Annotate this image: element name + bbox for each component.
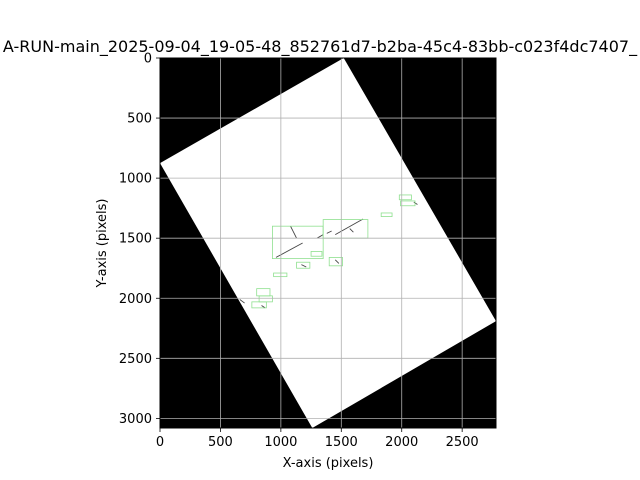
x-axis-ticks: 0 500 1000 1500 2000 2500: [156, 428, 479, 450]
ink-strokes: [239, 201, 418, 309]
x-tick-label: 1000: [264, 435, 297, 450]
x-tick-label: 1500: [325, 435, 358, 450]
plot-area: [159, 57, 497, 429]
plot-frame: [159, 57, 497, 429]
y-tick-label: 500: [127, 112, 152, 127]
ink-stroke: [335, 218, 364, 235]
x-tick-label: 2500: [446, 435, 479, 450]
y-tick-label: 0: [144, 52, 152, 67]
detection-box: [398, 194, 412, 201]
x-tick-label: 500: [208, 435, 233, 450]
detection-box: [310, 251, 323, 257]
ink-stroke: [275, 242, 303, 258]
detection-box: [400, 200, 416, 207]
x-tick-label: 2000: [385, 435, 418, 450]
y-tick-label: 1000: [119, 172, 152, 187]
ink-stroke: [261, 305, 266, 309]
ink-stroke: [349, 228, 354, 233]
ink-stroke: [413, 201, 418, 205]
detection-box: [272, 225, 324, 260]
ink-stroke: [326, 230, 332, 234]
y-tick-label: 3000: [119, 412, 152, 427]
y-axis-label: Y-axis (pixels): [95, 199, 110, 289]
detection-box: [380, 212, 393, 217]
ink-stroke: [301, 264, 307, 268]
ink-stroke: [316, 234, 324, 239]
ink-stroke: [239, 299, 245, 304]
x-axis-label: X-axis (pixels): [283, 456, 374, 471]
ink-stroke: [290, 225, 297, 239]
y-tick-label: 2500: [119, 352, 152, 367]
y-tick-label: 2000: [119, 292, 152, 307]
detection-box: [273, 272, 288, 278]
detection-box: [296, 261, 311, 269]
x-tick-label: 0: [156, 435, 164, 450]
ink-stroke: [334, 259, 340, 264]
document-page: [160, 58, 496, 428]
y-tick-label: 1500: [119, 232, 152, 247]
chart-title: A-RUN-main_2025-09-04_19-05-48_852761d7-…: [3, 37, 638, 57]
y-axis-ticks: 0 500 1000 1500 2000 2500 3000: [119, 52, 160, 427]
detection-box: [328, 257, 343, 267]
detection-box: [251, 301, 267, 309]
